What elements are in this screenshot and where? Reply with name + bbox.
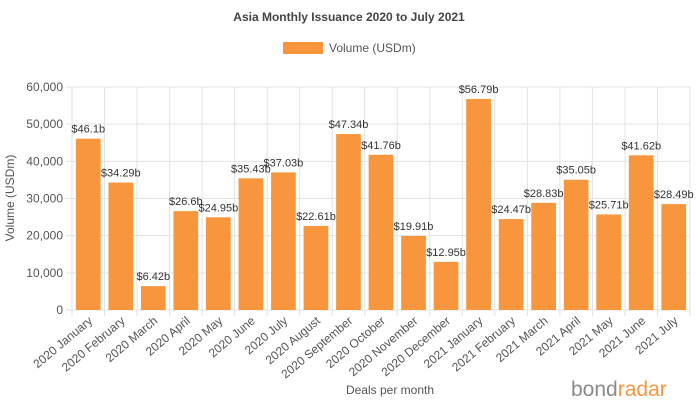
data-label: $37.03b	[264, 157, 304, 169]
bar[interactable]	[173, 211, 199, 310]
logo-part-radar: radar	[618, 378, 667, 401]
y-tick-label: 10,000	[26, 266, 63, 280]
data-label: $47.34b	[329, 119, 369, 131]
data-label: $46.1b	[71, 124, 105, 136]
bars-group	[75, 98, 687, 310]
bar[interactable]	[466, 98, 491, 310]
bar[interactable]	[75, 138, 101, 310]
data-labels-group: $46.1b$34.29b$6.42b$26.6b$24.95b$35.43b$…	[71, 84, 693, 283]
data-label: $25.71b	[589, 199, 629, 211]
data-label: $12.95b	[426, 247, 466, 259]
bar[interactable]	[563, 179, 589, 310]
y-tick-label: 40,000	[26, 154, 63, 168]
data-label: $35.05b	[556, 165, 596, 177]
y-tick-label: 60,000	[26, 80, 63, 94]
data-label: $22.61b	[296, 211, 336, 223]
data-label: $28.83b	[524, 188, 564, 200]
data-label: $28.49b	[654, 189, 694, 201]
y-axis-label: Volume (USDm)	[3, 155, 17, 242]
y-tick-label: 20,000	[26, 229, 63, 243]
bar[interactable]	[108, 182, 134, 310]
data-label: $34.29b	[101, 168, 141, 180]
bar[interactable]	[206, 217, 231, 310]
bar[interactable]	[336, 134, 361, 310]
data-label: $6.42b	[136, 271, 170, 283]
y-tick-label: 30,000	[26, 192, 63, 206]
y-axis: 0 10,000 20,000 30,000 40,000 50,000 60,000	[26, 80, 63, 317]
data-label: $35.43b	[231, 163, 271, 175]
logo-part-bond: bond	[571, 378, 618, 401]
data-label: $24.95b	[198, 202, 238, 214]
chart-title: Asia Monthly Issuance 2020 to July 2021	[233, 10, 465, 24]
bar[interactable]	[498, 219, 524, 310]
bar[interactable]	[628, 155, 654, 310]
bar[interactable]	[271, 172, 296, 310]
bar[interactable]	[368, 154, 394, 310]
data-label: $56.79b	[459, 84, 499, 96]
bondradar-logo: bondradar	[571, 378, 667, 401]
bar[interactable]	[238, 178, 264, 310]
bar[interactable]	[433, 261, 459, 310]
y-tick-label: 0	[56, 303, 63, 317]
bar[interactable]	[596, 214, 622, 310]
grid-lines	[66, 86, 691, 316]
x-axis-label: Deals per month	[346, 383, 434, 397]
data-label: $24.47b	[491, 204, 531, 216]
bar[interactable]	[401, 236, 426, 310]
legend[interactable]: Volume (USDm)	[283, 41, 416, 55]
data-label: $41.76b	[361, 140, 401, 152]
data-label: $19.91b	[394, 221, 434, 233]
bar[interactable]	[303, 225, 329, 310]
bar[interactable]	[661, 204, 687, 310]
legend-swatch	[283, 42, 323, 54]
bar[interactable]	[531, 202, 556, 310]
bar[interactable]	[140, 286, 166, 310]
data-label: $41.62b	[621, 140, 661, 152]
y-tick-label: 50,000	[26, 117, 63, 131]
legend-label: Volume (USDm)	[329, 41, 416, 55]
data-label: $26.6b	[169, 196, 203, 208]
